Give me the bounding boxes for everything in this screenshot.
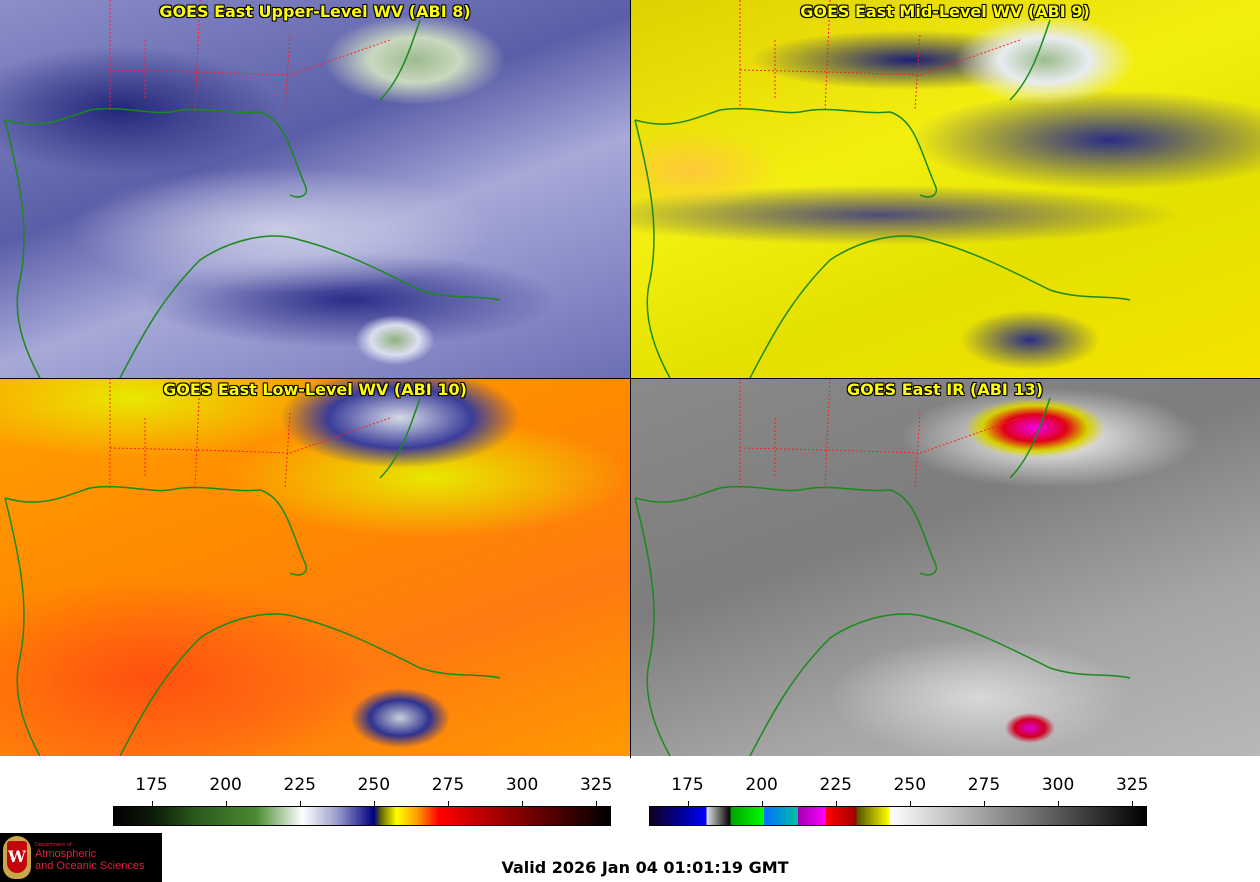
colorbar-tick (1132, 801, 1134, 806)
valid-time: Valid 2026 Jan 04 01:01:19 GMT (501, 858, 789, 877)
map-overlay (634, 0, 1131, 378)
aos-logo: W Department of Atmospheric and Oceanic S… (0, 833, 162, 882)
map-overlay (4, 378, 501, 756)
panel-title: GOES East Low-Level WV (ABI 10) (163, 380, 467, 399)
panel-title: GOES East IR (ABI 13) (846, 380, 1044, 399)
colorbar-tick (983, 801, 985, 806)
colorbar-tick (447, 801, 449, 806)
map-overlay (634, 378, 1131, 756)
colorbar-tick-label: 325 (579, 775, 613, 795)
map-overlay (4, 0, 501, 378)
coastline (4, 19, 501, 378)
colorbar-tick-label: 275 (967, 775, 1001, 795)
panel-upper-level-wv: GOES East Upper-Level WV (ABI 8) (0, 0, 630, 378)
panel-mid-level-wv: GOES East Mid-Level WV (ABI 9) (630, 0, 1260, 378)
panel-ir: GOES East IR (ABI 13) (630, 378, 1260, 756)
colorbar-tick (225, 801, 227, 806)
colorbar-tick-label: 300 (505, 775, 539, 795)
coastline (634, 19, 1131, 378)
colorbar-tick-label: 175 (135, 775, 168, 795)
colorbar-tick-label: 175 (671, 775, 704, 795)
colorbar-tick-label: 200 (745, 775, 778, 795)
colorbar-tick-label: 250 (357, 775, 391, 795)
panel-divider (0, 378, 1260, 379)
logo-line1: Department of (35, 842, 72, 848)
colorbar-tick-label: 225 (283, 775, 316, 795)
colorbar-tick (522, 801, 524, 806)
colorbar-tick (835, 801, 837, 806)
colorbar-tick (1058, 801, 1060, 806)
colorbar-tick (299, 801, 301, 806)
colorbar-tick-label: 200 (209, 775, 242, 795)
panel-title: GOES East Upper-Level WV (ABI 8) (159, 2, 471, 21)
panel-divider (630, 0, 631, 758)
ir-colorbar (649, 806, 1147, 826)
colorbar-tick-label: 300 (1041, 775, 1075, 795)
colorbar-tick (761, 801, 763, 806)
uw-seal-icon: W (3, 836, 31, 879)
colorbar-tick-label: 225 (819, 775, 852, 795)
colorbar-tick (151, 801, 153, 806)
wv-colorbar (113, 806, 611, 826)
colorbar-tick (687, 801, 689, 806)
colorbar-tick (909, 801, 911, 806)
colorbar-tick (373, 801, 375, 806)
logo-line3: and Oceanic Sciences (35, 860, 145, 872)
colorbar-tick-label: 325 (1115, 775, 1149, 795)
colorbar-tick-label: 275 (431, 775, 465, 795)
colorbar-tick (596, 801, 598, 806)
logo-line2: Atmospheric (35, 848, 97, 860)
colorbar-tick-label: 250 (893, 775, 927, 795)
panel-low-level-wv: GOES East Low-Level WV (ABI 10) (0, 378, 630, 756)
coastline (4, 397, 501, 756)
coastline (634, 397, 1131, 756)
panel-title: GOES East Mid-Level WV (ABI 9) (800, 2, 1090, 21)
